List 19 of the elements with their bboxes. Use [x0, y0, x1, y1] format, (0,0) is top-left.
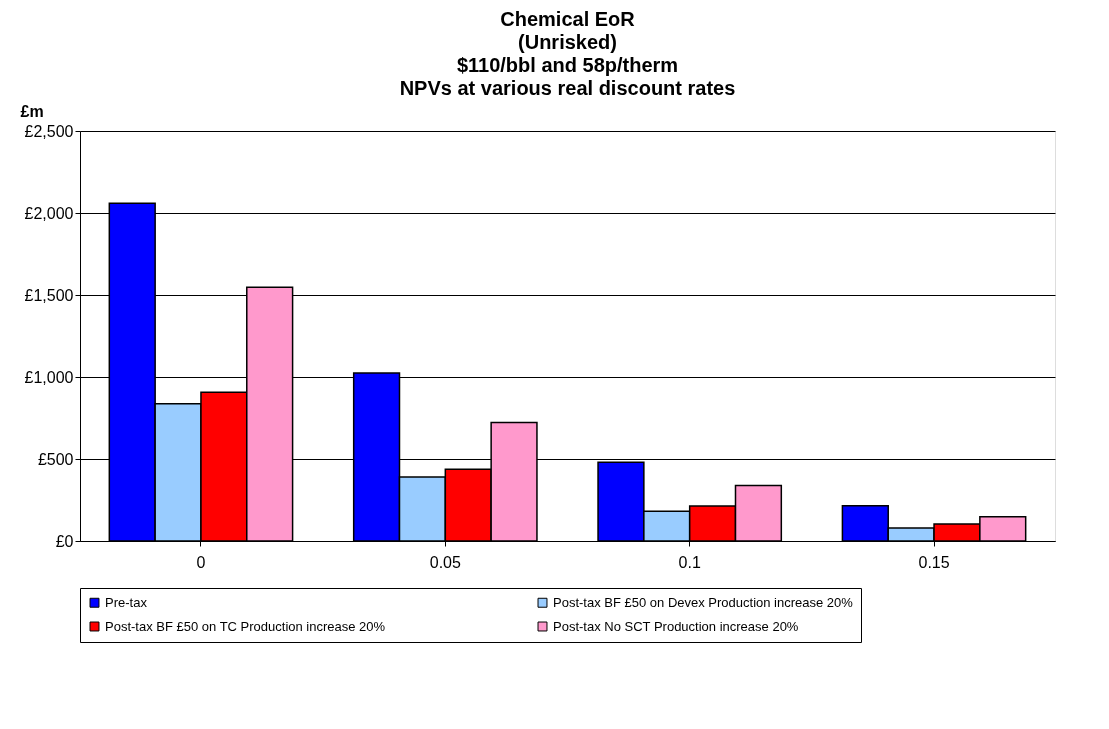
- legend-label: Post-tax BF £50 on TC Production increase 20%: [105, 618, 386, 634]
- y-tick-label: £1,000: [24, 368, 74, 386]
- legend-label: Post-tax BF £50 on Devex Production increase 20%: [553, 594, 854, 610]
- legend-label: Post-tax No SCT Production increase 20%: [553, 618, 799, 634]
- text: Chemical EoR: [500, 8, 635, 30]
- x-tick-label: 0.1: [678, 553, 701, 571]
- y-axis-title: £m: [20, 102, 44, 120]
- y-tick-label: £500: [37, 450, 74, 468]
- y-tick-label: £0: [55, 532, 74, 550]
- legend-label: Pre-tax: [105, 594, 148, 610]
- y-tick-label: £2,000: [24, 204, 74, 222]
- x-tick-label: 0.15: [918, 553, 950, 571]
- text: NPVs at various real discount rates: [399, 77, 736, 99]
- x-tick-label: 0.05: [429, 553, 461, 571]
- x-tick-label: 0: [196, 553, 206, 571]
- text: (Unrisked): [518, 31, 617, 53]
- text: $110/bbl and 58p/therm: [456, 54, 679, 76]
- y-tick-label: £2,500: [24, 122, 74, 140]
- y-tick-label: £1,500: [24, 286, 74, 304]
